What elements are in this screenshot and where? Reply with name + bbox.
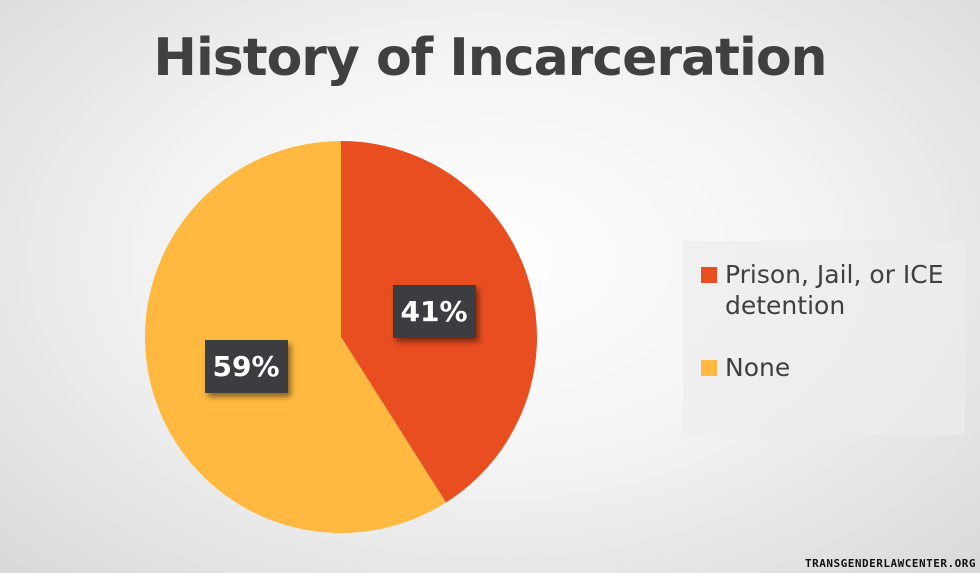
legend-label: Prison, Jail, or ICE detention [725,260,944,320]
data-label: 41% [393,285,476,338]
data-label-box [205,340,288,393]
legend-swatch [701,360,717,376]
data-label-text: 59% [212,350,279,383]
data-label-text: 41% [400,295,467,328]
watermark: TRANSGENDERLAWCENTER.ORG [805,557,976,570]
data-label: 59% [205,340,288,393]
chart-title: History of Incarceration [153,28,827,88]
legend: Prison, Jail, or ICE detention None [683,241,965,435]
legend-swatch [701,267,717,283]
legend-item-none: None [701,352,790,383]
data-label-box [393,285,476,338]
pie-slice-none [145,141,447,533]
legend-label: None [725,353,791,382]
legend-item-prison: Prison, Jail, or ICE detention [701,259,961,321]
